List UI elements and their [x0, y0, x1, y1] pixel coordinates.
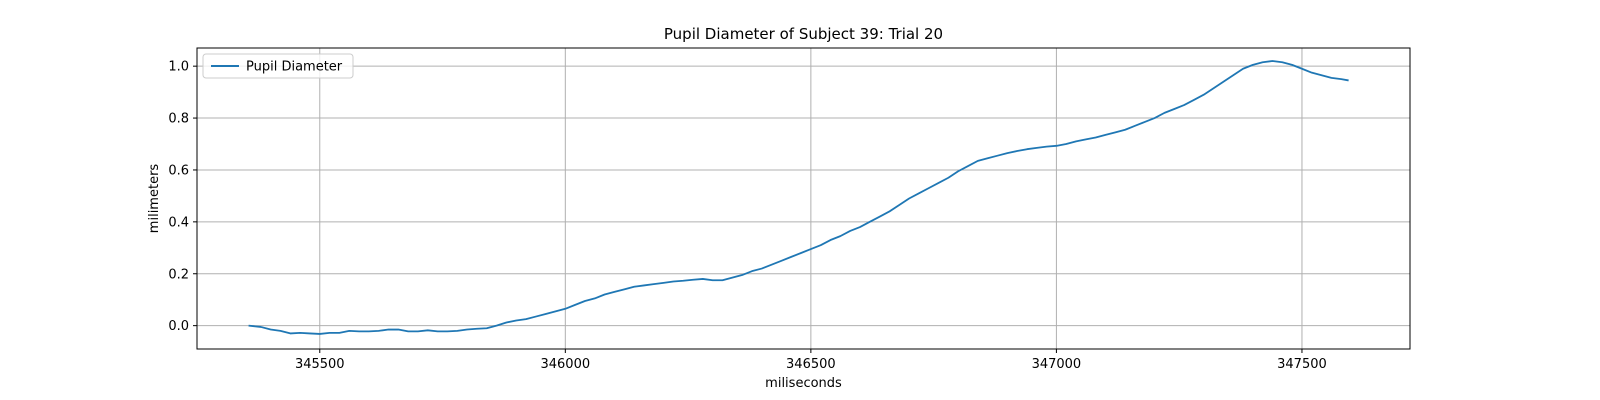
y-axis-label: milimeters	[147, 164, 162, 234]
series-line	[248, 60, 1349, 335]
series-layer	[248, 60, 1349, 335]
legend-box	[202, 53, 354, 79]
y-tick-label: 0.6	[168, 163, 189, 178]
y-tick-label: 0.8	[168, 112, 189, 127]
legend: Pupil Diameter	[202, 53, 354, 79]
x-tick-label: 346500	[786, 357, 836, 372]
y-tick-label: 1.0	[168, 60, 189, 75]
legend-entry-label: Pupil Diameter	[246, 60, 343, 75]
y-tick-label: 0.0	[168, 319, 189, 334]
chart-title: Pupil Diameter of Subject 39: Trial 20	[664, 25, 943, 43]
x-tick-label: 347500	[1277, 357, 1327, 372]
y-tick-label: 0.4	[168, 215, 189, 230]
x-tick-label: 346000	[540, 357, 590, 372]
y-axis-ticks: 0.0 0.2 0.4 0.6 0.8 1.0	[168, 60, 197, 334]
grid	[197, 48, 1410, 349]
y-tick-label: 0.2	[168, 267, 189, 282]
x-axis-ticks: 345500 346000 346500 347000 347500	[295, 349, 1327, 372]
plot-frame	[196, 47, 1411, 350]
x-axis-label: miliseconds	[765, 376, 842, 391]
x-tick-label: 347000	[1032, 357, 1082, 372]
x-tick-label: 345500	[295, 357, 345, 372]
